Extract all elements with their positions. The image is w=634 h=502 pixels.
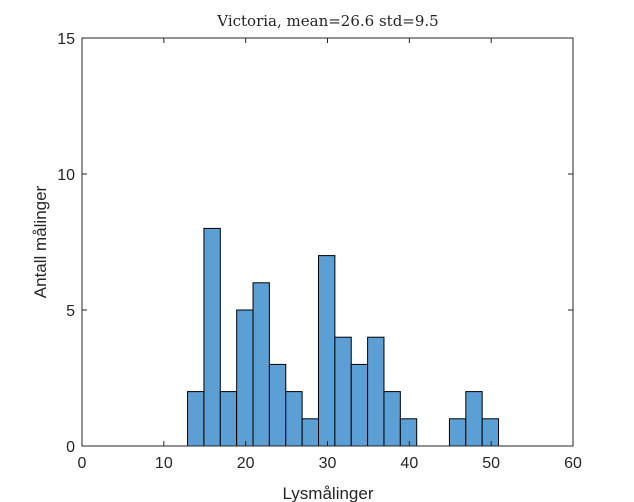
histogram-bar [465, 391, 483, 447]
histogram-bar [187, 391, 205, 447]
histogram-bar [334, 336, 352, 447]
y-axis-label: Antall målinger [31, 185, 50, 298]
histogram-bar [350, 363, 369, 447]
histogram-bar [219, 391, 238, 447]
histogram-bar [285, 391, 303, 447]
tick-labels-group: 0 10 20 30 40 50 60 0 5 10 15 [57, 31, 582, 472]
ticks-group [81, 37, 574, 447]
x-axis-label: Lysmålinger [282, 484, 373, 502]
x-tick-label: 0 [78, 455, 87, 472]
histogram-bar [367, 336, 385, 447]
x-tick-label: 50 [482, 455, 500, 472]
x-tick-label: 60 [564, 455, 582, 472]
histogram-bar [268, 363, 287, 447]
bars-group [187, 227, 500, 447]
histogram-bar [203, 227, 221, 447]
x-tick-label: 30 [319, 455, 337, 472]
x-tick-label: 10 [155, 455, 173, 472]
x-tick-label: 20 [237, 455, 255, 472]
histogram-bar [383, 391, 401, 447]
y-tick-label: 15 [57, 31, 75, 48]
y-tick-label: 0 [66, 439, 75, 456]
histogram-bar [252, 282, 270, 447]
chart-title: Victoria, mean=26.6 std=9.5 [216, 12, 438, 30]
y-tick-label: 10 [57, 167, 75, 184]
histogram-bar [481, 418, 500, 447]
histogram-bar [301, 418, 320, 447]
histogram-bar [318, 255, 336, 447]
x-tick-label: 40 [400, 455, 418, 472]
histogram-bar [399, 418, 418, 447]
histogram-bar [448, 418, 467, 447]
y-tick-label: 5 [66, 303, 75, 320]
histogram-bar [236, 309, 254, 447]
